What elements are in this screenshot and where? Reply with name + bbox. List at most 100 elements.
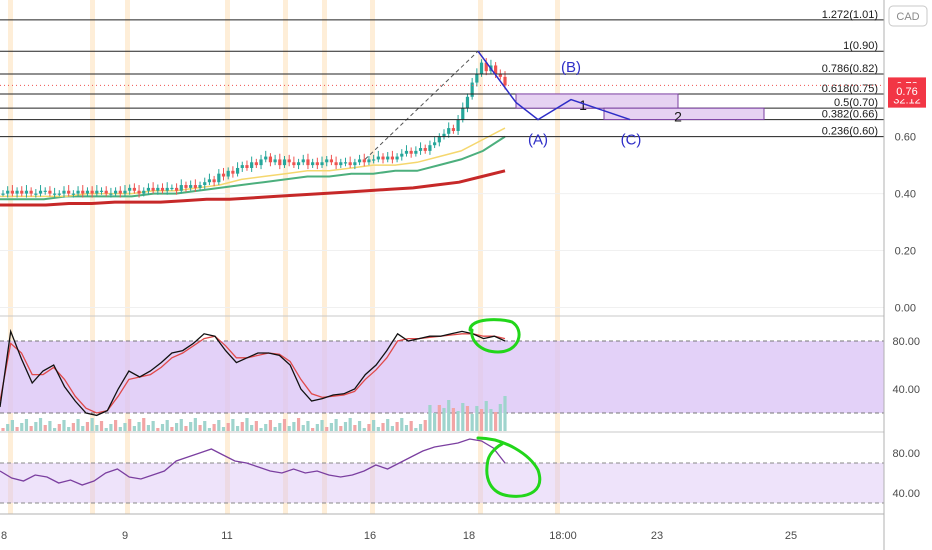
annotation-circle [476,436,542,498]
volume-bar [498,404,502,431]
volume-bar [470,414,474,431]
volume-bar [123,423,127,431]
volume-bar [67,427,71,431]
candle-body [198,185,202,188]
candle-body [357,159,362,163]
volume-bar [315,424,319,431]
volume-bar [386,419,390,431]
candle-body [325,159,329,163]
candle-body [395,156,399,160]
rsi-pane[interactable] [0,438,884,504]
volume-bar [20,423,24,431]
volume-bar [128,419,132,431]
candle-body [71,193,75,195]
candlestick-series[interactable] [1,58,507,198]
candle-body [109,193,113,195]
candle-body [264,156,268,160]
volume-bar [81,426,85,431]
annotations[interactable] [468,318,542,498]
volume-bar [414,428,418,431]
time-axis[interactable]: 8 9 11 16 18 18:00 23 25 [1,530,797,542]
candle-body [179,185,183,191]
volume-bar [343,422,348,431]
candle-body [10,190,14,194]
trend-line [364,50,479,160]
candle-body [259,159,263,166]
candle-body [437,136,441,143]
volume-bar [24,419,29,431]
session-stripe [125,0,130,514]
candle-body [95,190,99,194]
candle-body [367,159,371,163]
volume-bar [221,427,226,431]
price-tick-label: 0.60 [895,132,916,144]
candle-body [99,190,104,192]
volume-bar [437,405,441,431]
volume-bar [99,421,104,431]
elliott-wave-projection[interactable]: 1 2 (A) (B) (C) [477,50,765,149]
rsi-scale[interactable]: 80.00 40.00 [892,448,920,500]
price-scale[interactable]: 0.600.400.200.000.7832:120.76 [888,77,926,314]
currency-badge[interactable]: CAD [888,5,928,27]
volume-bar [151,421,155,431]
candle-body [278,159,282,166]
volume-bar [475,406,479,431]
candle-body [409,150,413,154]
candle-body [203,182,207,186]
candle-body [53,193,57,195]
volume-bar [259,428,263,431]
volume-bar [43,425,47,431]
volume-bar [296,418,301,431]
fib-level-label: 0.5(0.70) [834,97,878,109]
volume-bar [390,426,395,431]
volume-bar [325,427,329,431]
candle-body [484,62,488,72]
candle-body [296,162,301,166]
volume-bar [53,428,57,431]
volume-bar [353,425,357,431]
stochastic-pane[interactable] [0,328,884,431]
volume-bar [479,409,484,431]
volume-bar [409,421,413,431]
session-stripe [8,0,13,514]
candle-body [81,190,85,194]
volume-bar [217,420,221,431]
ma-fast-line [0,127,506,198]
candle-body [442,133,446,137]
candle-body [29,190,33,194]
volume-bar [132,426,136,431]
time-tick-label: 9 [122,530,128,542]
volume-bar [189,422,193,431]
candle-body [174,187,179,191]
ma-mid-line [0,135,506,201]
volume-bar [329,423,334,431]
volume-bar [184,426,188,431]
volume-bar [156,428,160,431]
stochastic-scale[interactable]: 80.00 40.00 [892,336,920,396]
volume-bar [62,420,66,431]
target-box [603,107,765,121]
fib-level-label: 1(0.90) [843,40,878,52]
volume-bar [90,418,94,431]
candle-body [372,159,376,161]
candle-body [475,74,479,83]
annotation-circle [468,318,521,354]
volume-bar [71,423,75,431]
candle-body [38,190,43,194]
ma-slow-line [0,169,506,207]
candle-body [306,159,310,166]
candle-body [447,128,451,134]
stochastic-k-line [0,328,506,417]
volume-bar [160,424,165,431]
candle-body [494,65,498,75]
candle-body [193,185,197,188]
wave-label-c: (C) [621,132,642,149]
volume-bar [418,424,423,431]
stochastic-band [0,341,884,413]
volume-bar [226,423,230,431]
volume-bar [142,418,146,431]
volume-bar [245,418,249,431]
session-stripe [90,0,95,514]
candle-body [456,119,460,131]
